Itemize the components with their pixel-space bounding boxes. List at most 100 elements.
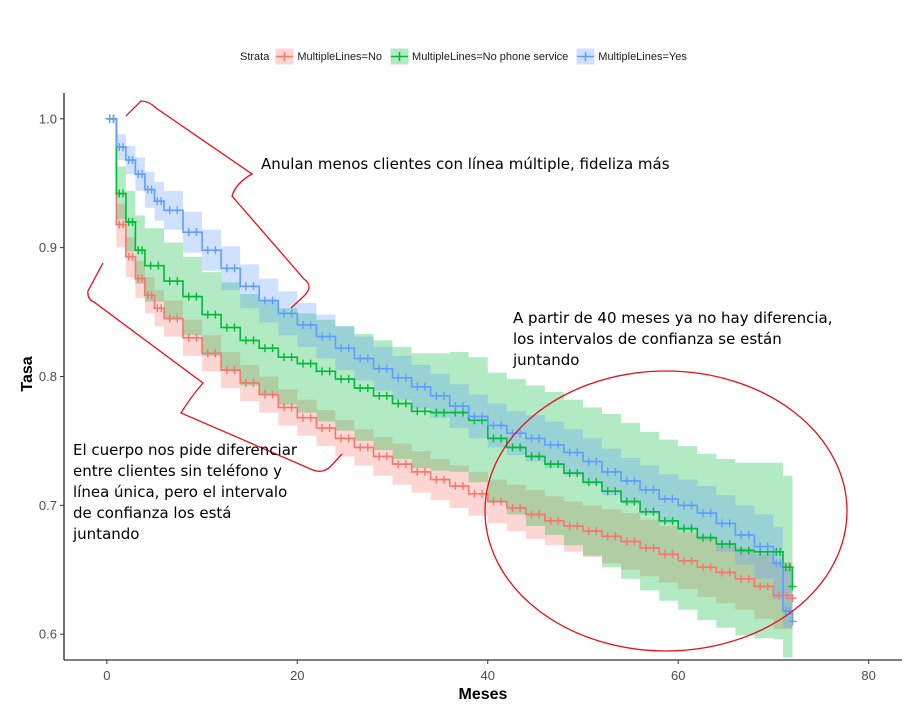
censor-mark — [363, 354, 372, 363]
censor-mark — [268, 390, 277, 399]
censor-mark — [318, 332, 327, 341]
censor-mark — [725, 540, 734, 549]
censor-mark — [325, 367, 334, 376]
censor-mark — [706, 563, 715, 572]
censor-mark — [603, 487, 612, 496]
censor-mark — [603, 532, 612, 541]
censor-mark — [668, 516, 677, 525]
censor-mark — [279, 353, 288, 362]
censor-mark — [128, 252, 137, 261]
censor-mark — [573, 521, 582, 530]
censor-mark — [788, 582, 797, 591]
censor-mark — [706, 509, 715, 518]
censor-mark — [260, 390, 269, 399]
censor-mark — [287, 403, 296, 412]
ci-band-yes — [106, 118, 793, 635]
censor-mark — [325, 332, 334, 341]
y-axis-title: Tasa — [19, 356, 36, 391]
censor-mark — [776, 547, 785, 556]
censor-mark — [565, 448, 574, 457]
censor-mark — [478, 412, 487, 421]
censor-mark — [763, 582, 772, 591]
annotation-right-line: los intervalos de confianza se están — [513, 330, 782, 348]
censor-mark — [660, 550, 669, 559]
censor-mark — [725, 519, 734, 528]
legend-key-no-phone-service — [390, 48, 409, 65]
censor-mark — [516, 503, 525, 512]
censor-mark — [668, 550, 677, 559]
censor-mark — [687, 524, 696, 533]
censor-mark — [356, 443, 365, 452]
censor-mark — [546, 516, 555, 525]
censor-mark — [573, 469, 582, 478]
legend-label-no-phone-service: MultipleLines=No phone service — [412, 50, 569, 63]
censor-mark — [306, 359, 315, 368]
censor-mark — [260, 344, 269, 353]
censor-mark — [192, 292, 201, 301]
censor-mark — [203, 349, 212, 358]
censor-mark — [299, 320, 308, 329]
censor-mark — [554, 440, 563, 449]
censor-mark — [268, 344, 277, 353]
right-ellipse — [484, 370, 848, 652]
censor-mark — [584, 527, 593, 536]
legend-label-yes: MultipleLines=Yes — [598, 50, 687, 63]
censor-mark — [603, 467, 612, 476]
censor-mark — [420, 407, 429, 416]
ci-band-no — [106, 118, 793, 637]
legend-label-no: MultipleLines=No — [297, 50, 383, 63]
censor-mark — [592, 478, 601, 487]
x-tick-label: 60 — [671, 668, 685, 683]
censor-mark — [592, 527, 601, 536]
censor-mark — [737, 531, 746, 540]
legend-key-no — [275, 48, 294, 65]
censor-mark — [192, 228, 201, 237]
censor-mark — [230, 323, 239, 332]
censor-mark — [565, 521, 574, 530]
censor-mark — [394, 399, 403, 408]
censor-mark — [584, 457, 593, 466]
censor-mark — [788, 594, 797, 603]
censor-mark — [698, 533, 707, 542]
censor-mark — [432, 475, 441, 484]
censor-mark — [165, 206, 174, 215]
censor-mark — [668, 494, 677, 503]
censor-mark — [173, 277, 182, 286]
legend: Strata MultipleLines=No MultipleLines=No… — [240, 48, 695, 65]
censor-mark — [138, 274, 147, 283]
censor-mark — [109, 114, 118, 123]
censor-mark — [516, 429, 525, 438]
censor-mark — [451, 402, 460, 411]
censor-mark — [184, 333, 193, 342]
censor-mark — [119, 189, 128, 198]
censor-mark — [249, 378, 258, 387]
censor-mark — [211, 310, 220, 319]
survival-line-no — [106, 118, 794, 599]
censor-mark — [299, 413, 308, 422]
censor-mark — [535, 434, 544, 443]
annotation-right: A partir de 40 meses ya no hay diferenci… — [513, 308, 833, 371]
censor-mark — [211, 246, 220, 255]
censor-mark — [241, 378, 250, 387]
censor-mark — [737, 574, 746, 583]
censor-mark — [744, 574, 753, 583]
censor-mark — [737, 546, 746, 555]
censor-mark — [497, 421, 506, 430]
censor-mark — [527, 510, 536, 519]
censor-mark — [649, 507, 658, 516]
censor-mark — [203, 246, 212, 255]
censor-mark — [249, 336, 258, 345]
censor-mark — [394, 460, 403, 469]
censor-mark — [641, 485, 650, 494]
censor-mark — [344, 434, 353, 443]
censor-mark — [287, 309, 296, 318]
censor-mark — [211, 349, 220, 358]
censor-mark — [565, 469, 574, 478]
censor-mark — [516, 443, 525, 452]
censor-mark — [279, 309, 288, 318]
censor-mark — [382, 391, 391, 400]
censor-mark — [173, 206, 182, 215]
censor-mark — [401, 460, 410, 469]
censor-mark — [413, 467, 422, 476]
censor-mark — [128, 156, 137, 165]
